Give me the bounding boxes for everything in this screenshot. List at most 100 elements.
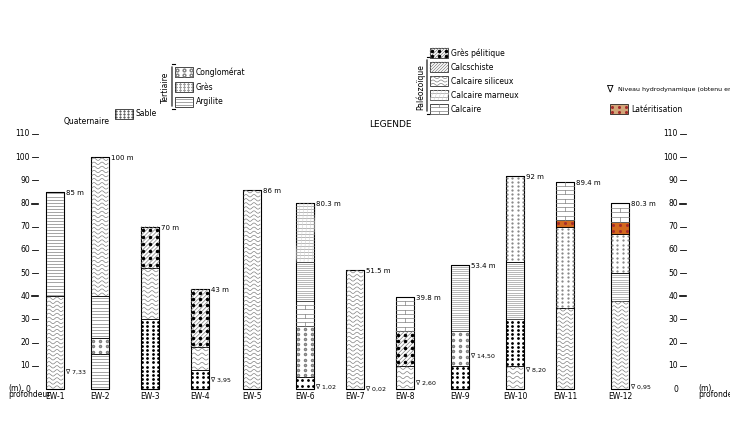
Text: $\nabla$ 3,95: $\nabla$ 3,95 (210, 376, 231, 384)
Bar (506, 366, 524, 389)
Text: 40: 40 (20, 292, 30, 301)
Bar (610, 104, 628, 114)
Text: (m): (m) (698, 384, 711, 393)
Text: EW-6: EW-6 (295, 392, 315, 401)
Text: Quaternaire: Quaternaire (64, 117, 110, 126)
Bar (396, 366, 414, 389)
Text: 70: 70 (20, 222, 30, 231)
Text: $\nabla$ 0,95: $\nabla$ 0,95 (630, 382, 651, 391)
Bar (191, 289, 209, 389)
Text: 10: 10 (20, 361, 30, 370)
Text: $\nabla$ 2,60: $\nabla$ 2,60 (415, 379, 437, 387)
Bar (611, 203, 629, 389)
Bar (296, 203, 314, 262)
Text: EW-10: EW-10 (503, 392, 527, 401)
Text: 90: 90 (668, 176, 678, 185)
Text: $\nabla$ 0,02: $\nabla$ 0,02 (365, 385, 386, 393)
Bar (396, 297, 414, 331)
Text: $\nabla$ 8,20: $\nabla$ 8,20 (525, 366, 547, 374)
Text: EW-8: EW-8 (395, 392, 415, 401)
Text: 50: 50 (668, 268, 678, 278)
Bar (141, 227, 159, 389)
Text: 100: 100 (15, 153, 30, 162)
Text: Grès pélitique: Grès pélitique (451, 48, 504, 58)
Bar (430, 62, 448, 72)
Text: Latéritisation: Latéritisation (631, 104, 683, 114)
Text: EW-5: EW-5 (242, 392, 262, 401)
Bar (346, 270, 364, 389)
Text: profondeur: profondeur (698, 390, 730, 399)
Bar (175, 82, 193, 92)
Text: 80.3 m: 80.3 m (316, 201, 341, 207)
Bar (91, 338, 109, 354)
Text: 43 m: 43 m (211, 287, 229, 293)
Text: EW-1: EW-1 (45, 392, 65, 401)
Text: profondeur: profondeur (8, 390, 50, 399)
Bar (451, 265, 469, 389)
Bar (611, 273, 629, 301)
Bar (451, 265, 469, 331)
Bar (46, 296, 64, 389)
Text: EW-11: EW-11 (553, 392, 577, 401)
Text: Sable: Sable (136, 109, 157, 118)
Text: EW-7: EW-7 (345, 392, 365, 401)
Text: Niveau hydrodynamique (obtenu en janvier 1999): Niveau hydrodynamique (obtenu en janvier… (618, 86, 730, 92)
Bar (506, 176, 524, 389)
Text: EW-2: EW-2 (91, 392, 110, 401)
Text: 51.5 m: 51.5 m (366, 268, 391, 273)
Text: 60: 60 (668, 245, 678, 254)
Text: $\nabla$ 1,02: $\nabla$ 1,02 (315, 382, 337, 391)
Bar (141, 319, 159, 389)
Bar (191, 371, 209, 389)
Bar (556, 182, 574, 220)
Bar (430, 90, 448, 100)
Text: 90: 90 (20, 176, 30, 185)
Text: 30: 30 (668, 315, 678, 324)
Text: 80: 80 (669, 199, 678, 208)
Text: 40: 40 (668, 292, 678, 301)
Text: 86 m: 86 m (263, 188, 281, 194)
Text: Grès: Grès (196, 83, 214, 92)
Text: 0: 0 (25, 385, 30, 393)
Bar (346, 270, 364, 389)
Bar (556, 227, 574, 308)
Bar (175, 97, 193, 107)
Bar (396, 331, 414, 366)
Text: 92 m: 92 m (526, 174, 544, 180)
Text: 39.8 m: 39.8 m (416, 295, 441, 301)
Bar (396, 297, 414, 389)
Bar (556, 220, 574, 227)
Text: EW-3: EW-3 (140, 392, 160, 401)
Text: 60: 60 (20, 245, 30, 254)
Bar (296, 377, 314, 389)
Bar (611, 234, 629, 273)
Text: Conglomérat: Conglomérat (196, 67, 245, 77)
Text: 110: 110 (15, 129, 30, 139)
Text: $\nabla$: $\nabla$ (606, 84, 614, 94)
Bar (430, 48, 448, 58)
Text: Paléozoïque: Paléozoïque (415, 64, 425, 110)
Text: 53.4 m: 53.4 m (471, 263, 496, 269)
Text: Calcaire marneux: Calcaire marneux (451, 90, 518, 100)
Text: LEGENDE: LEGENDE (369, 120, 411, 129)
Text: 20: 20 (669, 338, 678, 347)
Text: 30: 30 (20, 315, 30, 324)
Text: Argilite: Argilite (196, 98, 224, 106)
Bar (506, 262, 524, 319)
Bar (141, 227, 159, 268)
Bar (46, 192, 64, 296)
Bar (296, 262, 314, 301)
Bar (611, 222, 629, 234)
Bar (556, 308, 574, 389)
Text: 85 m: 85 m (66, 190, 84, 196)
Text: 0: 0 (673, 385, 678, 393)
Text: 10: 10 (669, 361, 678, 370)
Text: EW-12: EW-12 (608, 392, 632, 401)
Bar (296, 203, 314, 389)
Bar (115, 109, 133, 119)
Text: 50: 50 (20, 268, 30, 278)
Text: 100 m: 100 m (111, 155, 134, 161)
Bar (91, 157, 109, 389)
Text: Calcschiste: Calcschiste (451, 62, 494, 72)
Text: 110: 110 (664, 129, 678, 139)
